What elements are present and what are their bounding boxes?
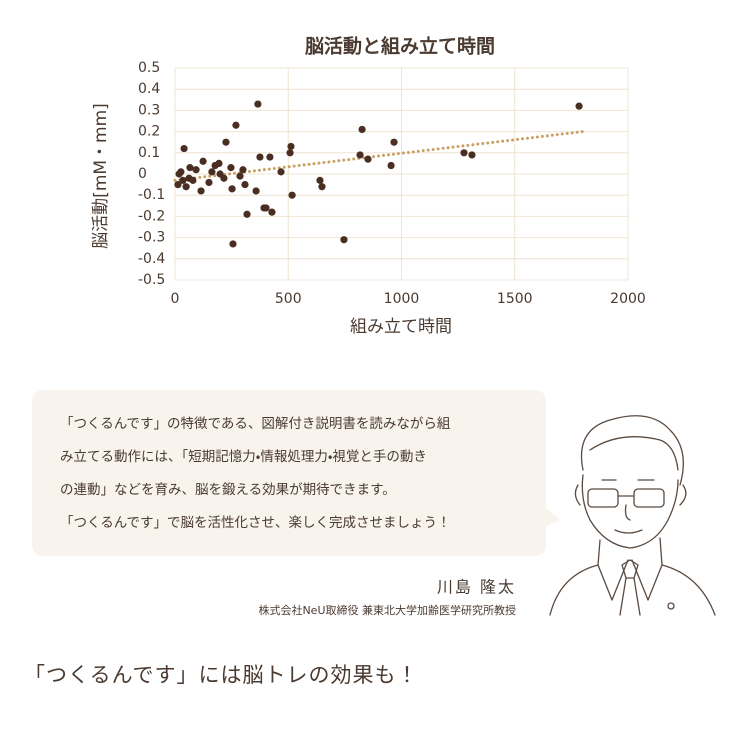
y-tick-label: 0.2 <box>138 124 160 140</box>
quote: 「つくるんです」の特徴である、図解付き説明書を読みながら組み立てる動作には、「短… <box>60 416 451 531</box>
data-point <box>222 138 230 146</box>
data-point <box>186 164 194 172</box>
y-tick-label: 0.4 <box>138 81 160 97</box>
data-point <box>254 100 262 108</box>
chart-title: 脳活動と組み立て時間 <box>304 35 495 58</box>
data-point <box>236 172 244 180</box>
x-tick-label: 1000 <box>384 291 420 307</box>
data-point <box>189 176 197 184</box>
data-point <box>180 144 188 153</box>
y-axis-label: 脳活動[mM・mm] <box>91 103 111 249</box>
data-point <box>256 153 264 161</box>
data-point <box>575 102 583 110</box>
data-point <box>356 151 364 159</box>
speech-bubble <box>32 390 560 556</box>
data-point <box>252 187 260 195</box>
data-point <box>241 181 249 189</box>
y-tick-label: -0.2 <box>138 208 165 224</box>
data-point <box>177 168 185 176</box>
data-point <box>220 174 228 182</box>
data-point <box>387 161 395 170</box>
data-point <box>266 153 274 161</box>
data-point <box>286 149 294 157</box>
data-point <box>208 168 216 176</box>
quote-line: 「つくるんです」で脳を活性化させ、楽しく完成させましょう！ <box>60 515 451 531</box>
data-point <box>268 208 276 216</box>
plot: 0.5 0.4 0.3 0.2 0.1 0 -0.1 -0.2 -0.3 -0.4 -0.5 0 500… <box>138 60 646 307</box>
x-tick-label: 1500 <box>497 291 533 307</box>
data-point <box>316 176 324 184</box>
data-point <box>390 138 398 146</box>
quote-line: 「つくるんです」の特徴である、図解付き説明書を読みながら組 <box>60 416 451 432</box>
data-point <box>228 185 236 193</box>
y-tick-label: -0.1 <box>138 187 165 203</box>
x-axis-label: 組み立て時間 <box>350 317 452 337</box>
data-point <box>229 240 237 248</box>
data-point <box>277 168 285 176</box>
data-point <box>288 191 296 199</box>
data-point <box>179 176 187 184</box>
data-point <box>287 142 295 151</box>
quote-line: み立てる動作には、「短期記憶力・情報処理力・視覚と手の動き <box>60 449 427 465</box>
data-point <box>358 125 366 134</box>
footer-headline: 「つくるんです」には脳トレの効果も！ <box>24 663 419 687</box>
data-point <box>262 204 270 212</box>
data-point <box>340 236 348 244</box>
quote-line: の連動」などを育み、脳を鍛える効果が期待できます。 <box>60 482 396 498</box>
data-point <box>239 166 247 174</box>
y-tick-label: 0.5 <box>138 60 160 76</box>
y-tick-label: 0 <box>138 166 147 182</box>
portrait <box>549 415 716 616</box>
y-tick-label: -0.3 <box>138 230 165 246</box>
data-point <box>243 210 251 218</box>
data-point <box>318 183 326 191</box>
data-point <box>215 159 223 167</box>
x-tick-label: 0 <box>171 291 180 307</box>
x-tick-label: 2000 <box>610 291 646 307</box>
y-tick-label: -0.4 <box>138 251 165 267</box>
data-point <box>232 121 240 129</box>
y-tick-label: 0.3 <box>138 102 160 118</box>
data-point <box>460 149 468 157</box>
data-point <box>197 187 205 195</box>
data-point <box>227 164 235 172</box>
x-tick-label: 500 <box>275 291 302 307</box>
data-point <box>364 155 372 163</box>
data-point <box>174 181 182 189</box>
data-point <box>199 157 207 165</box>
data-point <box>468 151 476 159</box>
data-point <box>192 166 200 174</box>
data-point <box>205 178 213 187</box>
trend-line <box>173 130 585 182</box>
affiliation: 株式会社NeU取締役 兼東北大学加齢医学研究所教授 <box>258 603 516 617</box>
person-name: 川島 隆太 <box>437 578 516 597</box>
data-point <box>182 183 190 191</box>
y-tick-label: -0.5 <box>138 272 165 288</box>
y-tick-label: 0.1 <box>138 145 160 161</box>
